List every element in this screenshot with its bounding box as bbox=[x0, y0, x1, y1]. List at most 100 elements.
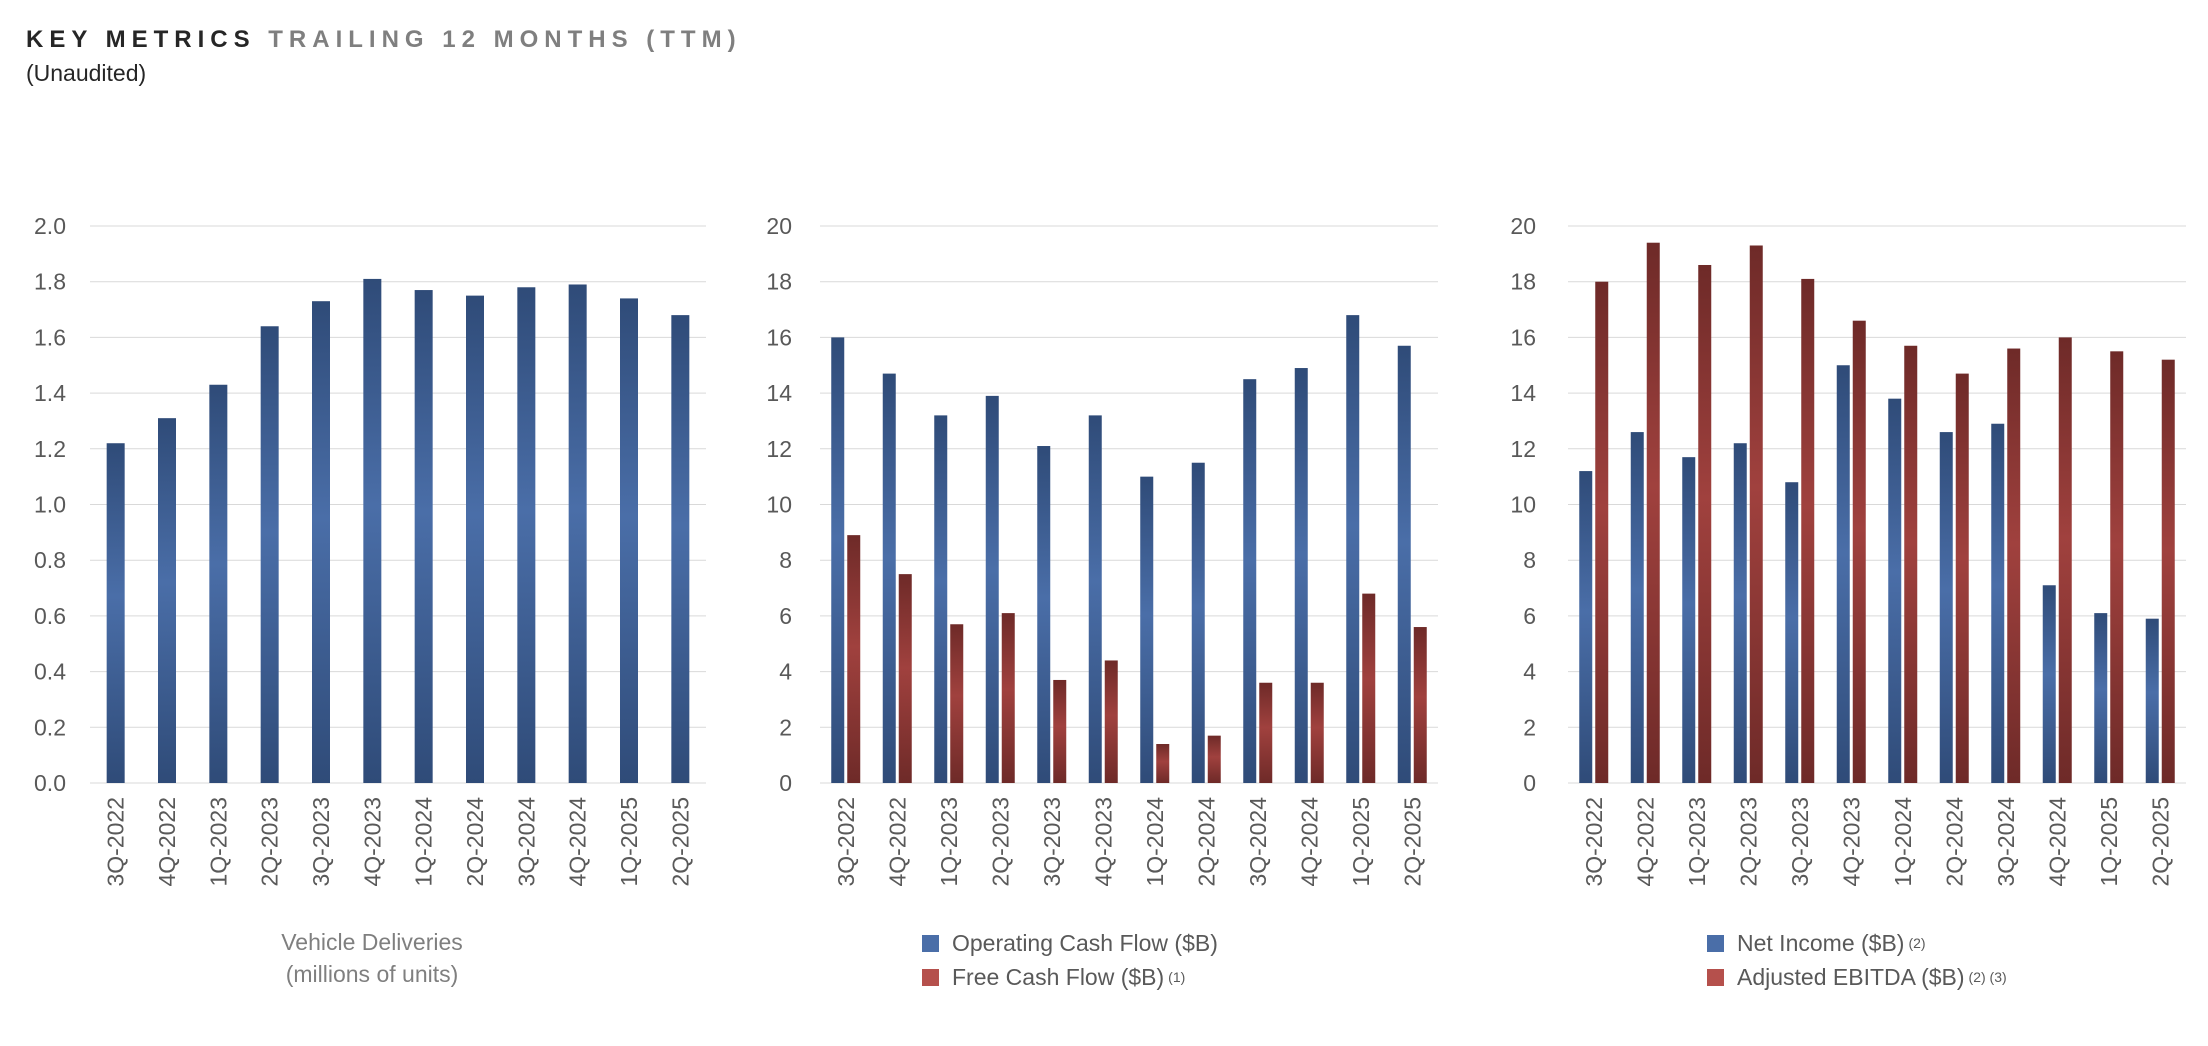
x-tick-label: 4Q-2023 bbox=[1838, 797, 1864, 887]
y-tick-label: 0.0 bbox=[34, 770, 66, 796]
x-tick-label: 1Q-2025 bbox=[616, 797, 642, 887]
page-header: KEY METRICS TRAILING 12 MONTHS (TTM) (Un… bbox=[26, 26, 742, 87]
bar-red-2Q-2025 bbox=[2161, 359, 2175, 783]
y-tick-label: 0.8 bbox=[34, 547, 66, 573]
y-tick-label: 18 bbox=[766, 269, 792, 295]
y-tick-label: 1.6 bbox=[34, 324, 66, 350]
y-tick-label: 8 bbox=[779, 547, 792, 573]
x-tick-label: 2Q-2024 bbox=[1941, 797, 1967, 887]
legend-label: Operating Cash Flow ($B) bbox=[952, 930, 1218, 956]
x-tick-label: 3Q-2023 bbox=[308, 797, 334, 887]
bar-red-1Q-2025 bbox=[2110, 351, 2124, 783]
x-tick-label: 4Q-2022 bbox=[1632, 797, 1658, 887]
x-tick-label: 1Q-2024 bbox=[411, 797, 437, 887]
y-tick-label: 10 bbox=[1510, 492, 1536, 518]
x-tick-label: 1Q-2025 bbox=[2096, 797, 2122, 887]
x-tick-label: 2Q-2025 bbox=[667, 797, 693, 887]
chart-cash-flow: 0 2 4 6 8 10 12 14 16 18 20 3Q-2022 4Q-2022 1Q-2023 2Q… bbox=[766, 213, 1438, 887]
deliveries-caption-line2: (millions of units) bbox=[285, 961, 459, 987]
bar-blue-1Q-2024 bbox=[1140, 476, 1154, 783]
legend-swatch-red bbox=[1707, 968, 1724, 986]
bar-blue-2Q-2024 bbox=[1191, 462, 1205, 783]
y-tick-label: 0 bbox=[1523, 770, 1536, 796]
y-tick-label: 6 bbox=[1523, 603, 1536, 629]
bar-blue-4Q-2022 bbox=[1630, 432, 1644, 783]
title-main: KEY METRICS bbox=[26, 26, 256, 53]
bar-blue-3Q-2022 bbox=[831, 337, 845, 783]
bar-blue-2Q-2024 bbox=[1939, 432, 1953, 783]
x-tick-label: 3Q-2022 bbox=[1581, 797, 1607, 887]
x-tick-label: 4Q-2023 bbox=[1090, 797, 1116, 887]
bar-blue-3Q-2022 bbox=[106, 443, 125, 783]
bar-blue-1Q-2023 bbox=[934, 415, 948, 783]
x-tick-label: 1Q-2025 bbox=[1348, 797, 1374, 887]
cashflow-legend: Operating Cash Flow ($B) Free Cash Flow … bbox=[922, 926, 1218, 994]
y-tick-label: 20 bbox=[766, 213, 792, 239]
x-tick-label: 1Q-2024 bbox=[1890, 797, 1916, 887]
y-tick-label: 20 bbox=[1510, 213, 1536, 239]
bar-blue-4Q-2024 bbox=[1294, 368, 1308, 783]
x-tick-label: 2Q-2025 bbox=[2147, 797, 2173, 887]
y-tick-label: 8 bbox=[1523, 547, 1536, 573]
legend-item-adjusted-ebitda: Adjusted EBITDA ($B) (2) (3) bbox=[1707, 960, 2007, 994]
bar-blue-1Q-2023 bbox=[1682, 457, 1696, 783]
bar-red-4Q-2023 bbox=[1852, 320, 1866, 783]
y-tick-label: 2 bbox=[779, 714, 792, 740]
x-tick-label: 4Q-2024 bbox=[1296, 797, 1322, 887]
bar-red-4Q-2022 bbox=[898, 574, 912, 783]
bar-red-3Q-2023 bbox=[1801, 278, 1815, 783]
x-tick-label: 3Q-2024 bbox=[513, 797, 539, 887]
x-tick-label: 4Q-2022 bbox=[154, 797, 180, 887]
y-tick-label: 1.2 bbox=[34, 436, 66, 462]
bar-red-4Q-2024 bbox=[1310, 682, 1324, 783]
bar-red-1Q-2025 bbox=[1362, 593, 1376, 783]
x-tick-label: 2Q-2024 bbox=[1193, 797, 1219, 887]
bar-blue-4Q-2023 bbox=[1836, 365, 1850, 783]
y-tick-label: 1.4 bbox=[34, 380, 66, 406]
x-tick-label: 2Q-2023 bbox=[257, 797, 283, 887]
y-tick-label: 6 bbox=[779, 603, 792, 629]
y-tick-label: 2.0 bbox=[34, 213, 66, 239]
bar-blue-4Q-2024 bbox=[568, 284, 587, 783]
bar-blue-3Q-2022 bbox=[1579, 471, 1593, 783]
x-tick-label: 4Q-2022 bbox=[884, 797, 910, 887]
bar-red-2Q-2024 bbox=[1207, 735, 1221, 783]
bar-red-2Q-2024 bbox=[1955, 373, 1969, 783]
x-tick-label: 4Q-2024 bbox=[2044, 797, 2070, 887]
bar-blue-4Q-2022 bbox=[882, 373, 896, 783]
bar-blue-3Q-2024 bbox=[1243, 379, 1257, 783]
x-tick-label: 2Q-2023 bbox=[1735, 797, 1761, 887]
x-tick-label: 3Q-2024 bbox=[1245, 797, 1271, 887]
x-tick-label: 1Q-2023 bbox=[1684, 797, 1710, 887]
bar-red-1Q-2023 bbox=[1698, 264, 1712, 783]
bar-red-3Q-2023 bbox=[1053, 679, 1067, 783]
legend-label: Net Income ($B) bbox=[1737, 930, 1905, 956]
bar-blue-2Q-2023 bbox=[260, 326, 279, 783]
bar-red-2Q-2025 bbox=[1413, 627, 1427, 783]
bar-red-3Q-2024 bbox=[1259, 682, 1273, 783]
bar-red-3Q-2022 bbox=[847, 535, 861, 783]
x-tick-label: 2Q-2023 bbox=[987, 797, 1013, 887]
bar-blue-2Q-2025 bbox=[1397, 345, 1411, 783]
legend-swatch-blue bbox=[922, 934, 939, 952]
bar-red-4Q-2022 bbox=[1646, 242, 1660, 783]
bar-blue-1Q-2025 bbox=[1346, 315, 1360, 783]
bar-blue-4Q-2023 bbox=[363, 278, 382, 783]
legend-item-free-cash-flow: Free Cash Flow ($B) (1) bbox=[922, 960, 1218, 994]
legend-label: Adjusted EBITDA ($B) bbox=[1737, 964, 1965, 990]
legend-footnote: (2) (3) bbox=[1968, 969, 2007, 985]
bar-red-3Q-2024 bbox=[2007, 348, 2021, 783]
x-tick-label: 3Q-2023 bbox=[1039, 797, 1065, 887]
bar-red-1Q-2024 bbox=[1904, 345, 1918, 783]
bar-red-2Q-2023 bbox=[1001, 613, 1015, 783]
x-tick-label: 3Q-2022 bbox=[833, 797, 859, 887]
y-tick-label: 0 bbox=[779, 770, 792, 796]
y-tick-label: 16 bbox=[766, 324, 792, 350]
legend-item-operating-cash-flow: Operating Cash Flow ($B) bbox=[922, 926, 1218, 960]
bar-blue-1Q-2024 bbox=[1888, 398, 1902, 783]
y-tick-label: 14 bbox=[1510, 380, 1536, 406]
page-subtitle: (Unaudited) bbox=[26, 60, 147, 86]
x-tick-label: 3Q-2022 bbox=[103, 797, 129, 887]
bar-blue-2Q-2023 bbox=[1733, 443, 1747, 783]
bar-red-1Q-2024 bbox=[1156, 744, 1170, 783]
